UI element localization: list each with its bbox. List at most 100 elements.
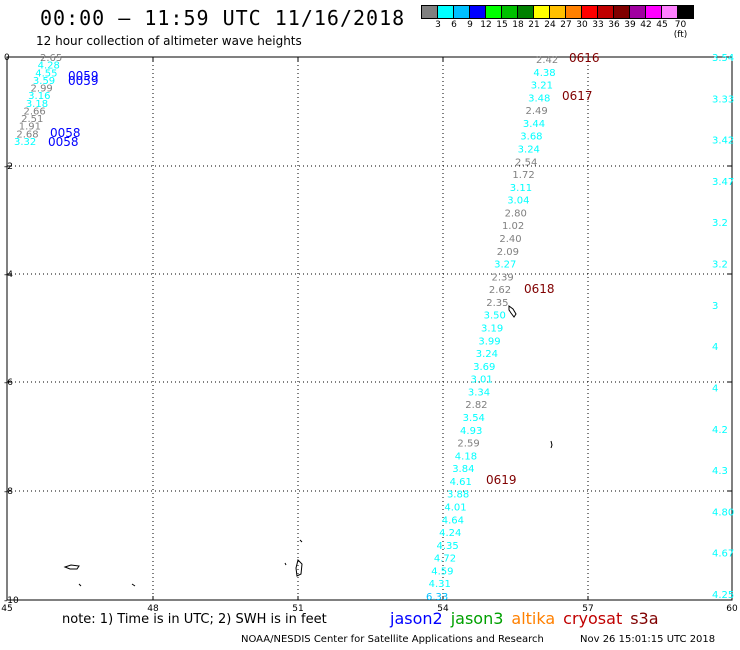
island-madagascar-tip bbox=[295, 539, 303, 577]
legend-label: 18 bbox=[512, 20, 524, 30]
swh-value-right-track: 3.42 bbox=[712, 136, 734, 147]
swh-value-main-track: 2.62 bbox=[489, 285, 511, 296]
swh-value-left-track: 2.68 bbox=[16, 129, 38, 140]
swh-value-main-track: 4.59 bbox=[431, 566, 453, 577]
pass-time-label: 0059 bbox=[68, 74, 99, 88]
swh-value-main-track: 4.72 bbox=[434, 554, 456, 565]
swh-value-main-track: 4.38 bbox=[533, 68, 555, 79]
pass-time-label: 0058 bbox=[48, 135, 79, 149]
legend-label: 70 (ft) bbox=[673, 20, 688, 40]
swh-value-main-track: 3.48 bbox=[528, 93, 550, 104]
x-axis-label: 57 bbox=[582, 604, 593, 614]
island-comoros-1 bbox=[63, 564, 80, 570]
swh-value-right-track: 3 bbox=[712, 301, 718, 312]
swh-value-left-track: 3.18 bbox=[26, 99, 48, 110]
swh-value-main-track: 4.24 bbox=[439, 528, 461, 539]
pass-time-label: 0619 bbox=[486, 473, 517, 487]
swh-value-left-track: 4.28 bbox=[38, 61, 60, 72]
swh-value-main-track: 4.93 bbox=[460, 426, 482, 437]
swh-value-right-track: 4 bbox=[712, 383, 718, 394]
swh-value-main-track: 3.99 bbox=[478, 336, 500, 347]
swh-value-main-track: 3.24 bbox=[476, 349, 498, 360]
y-axis-label: -6 bbox=[4, 378, 13, 388]
swh-value-main-track: 2.54 bbox=[515, 157, 537, 168]
satellite-cryosat: cryosat bbox=[563, 609, 623, 628]
swh-value-right-track: 4.2 bbox=[712, 425, 728, 436]
swh-value-main-track: 3.69 bbox=[473, 362, 495, 373]
legend-label: 12 bbox=[480, 20, 492, 30]
swh-value-main-track: 2.40 bbox=[499, 234, 521, 245]
credit-line: NOAA/NESDIS Center for Satellite Applica… bbox=[241, 634, 544, 645]
swh-value-left-track: 3.16 bbox=[28, 91, 50, 102]
swh-value-right-track: 3.47 bbox=[712, 177, 734, 188]
legend-label: 6 bbox=[451, 20, 457, 30]
satellite-s3a: s3a bbox=[630, 609, 659, 628]
page-title: 00:00 — 11:59 UTC 11/16/2018 bbox=[40, 6, 406, 30]
swh-value-left-track: 1.91 bbox=[19, 122, 41, 133]
x-axis-label: 60 bbox=[726, 604, 738, 614]
legend-labels: 3 6 9 12 15 18 21 24 27 30 33 36 39 42 45 70 (ft) bbox=[421, 19, 693, 40]
legend-label: 33 bbox=[592, 20, 604, 30]
island-comoros-3 bbox=[131, 583, 136, 587]
swh-value-right-track: 4.67 bbox=[712, 549, 734, 560]
y-axis-label: -4 bbox=[4, 270, 13, 280]
swh-value-main-track: 2.59 bbox=[457, 439, 479, 450]
page-subtitle: 12 hour collection of altimeter wave hei… bbox=[36, 34, 302, 48]
wave-height-tracks: 2.654.284.553.592.993.163.182.662.511.91… bbox=[14, 53, 734, 603]
swh-value-main-track: 3.19 bbox=[481, 324, 503, 335]
swh-value-main-track: 4.35 bbox=[436, 541, 458, 552]
satellite-legend: jason2 jason3 altika cryosat s3a bbox=[390, 609, 667, 628]
swh-value-left-track: 2.99 bbox=[31, 84, 53, 95]
swh-value-left-track: 3.32 bbox=[14, 137, 36, 148]
swh-value-left-track: 2.51 bbox=[21, 114, 43, 125]
swh-value-main-track: 3.50 bbox=[484, 311, 506, 322]
swh-value-left-track: 4.55 bbox=[35, 68, 57, 79]
pass-time-label: 0617 bbox=[562, 89, 593, 103]
legend-swatch bbox=[677, 5, 694, 19]
swh-value-main-track: 3.21 bbox=[531, 81, 553, 92]
generated-timestamp: Nov 26 15:01:15 UTC 2018 bbox=[580, 634, 716, 645]
legend-swatches bbox=[421, 5, 694, 19]
legend-label: 21 bbox=[528, 20, 540, 30]
x-axis-label: 51 bbox=[292, 604, 303, 614]
island-seychelles bbox=[508, 305, 517, 318]
legend-label: 36 bbox=[608, 20, 620, 30]
pass-time-label: 0059 bbox=[68, 69, 99, 83]
swh-value-right-track: 3.54 bbox=[712, 53, 734, 64]
swh-value-main-track: 4.31 bbox=[429, 579, 451, 590]
map-grid bbox=[6, 56, 733, 601]
legend-label: 3 bbox=[435, 20, 441, 30]
swh-value-main-track: 3.68 bbox=[520, 132, 542, 143]
swh-value-main-track: 2.80 bbox=[505, 208, 527, 219]
satellite-jason2: jason2 bbox=[390, 609, 443, 628]
legend-label: 24 bbox=[544, 20, 556, 30]
swh-value-left-track: 2.66 bbox=[23, 106, 45, 117]
swh-value-right-track: 4.80 bbox=[712, 507, 734, 518]
pass-time-label: 0616 bbox=[569, 51, 600, 65]
x-axis-label: 48 bbox=[147, 604, 159, 614]
swh-value-main-track: 3.24 bbox=[518, 145, 540, 156]
swh-value-main-track: 3.34 bbox=[468, 387, 490, 398]
swh-value-main-track: 2.49 bbox=[526, 106, 548, 117]
swh-value-main-track: 4.61 bbox=[450, 477, 472, 488]
x-axis-label: 54 bbox=[437, 604, 449, 614]
swh-value-main-track: 2.82 bbox=[465, 400, 487, 411]
y-axis-label: -2 bbox=[4, 162, 13, 172]
swh-value-main-track: 4.18 bbox=[455, 451, 477, 462]
legend-label: 9 bbox=[467, 20, 473, 30]
color-scale-legend: 3 6 9 12 15 18 21 24 27 30 33 36 39 42 45 70 (ft) bbox=[421, 5, 694, 40]
legend-label: 39 bbox=[624, 20, 636, 30]
swh-value-main-track: 2.35 bbox=[486, 298, 508, 309]
swh-value-right-track: 4.3 bbox=[712, 466, 728, 477]
pass-time-label: 0618 bbox=[524, 282, 555, 296]
swh-value-main-track: 2.39 bbox=[491, 272, 513, 283]
swh-value-main-track: 2.09 bbox=[497, 247, 519, 258]
footnote: note: 1) Time is in UTC; 2) SWH is in fe… bbox=[62, 612, 327, 627]
swh-value-main-track: 3.04 bbox=[507, 196, 529, 207]
satellite-jason3: jason3 bbox=[450, 609, 504, 628]
swh-value-main-track: 1.72 bbox=[512, 170, 534, 181]
legend-label: 42 bbox=[640, 20, 652, 30]
